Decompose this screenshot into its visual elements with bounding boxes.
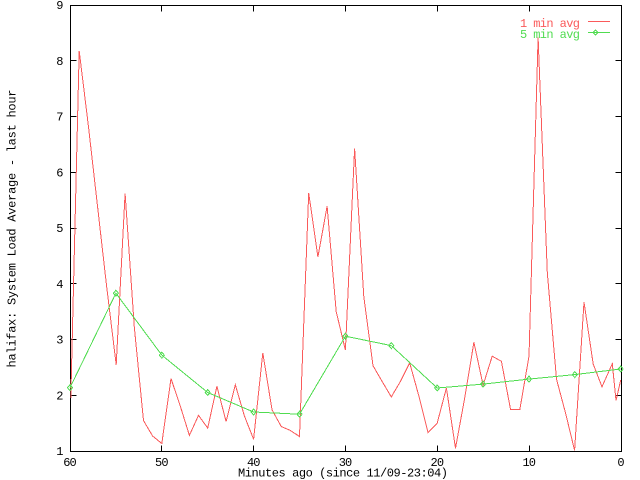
svg-text:1 min avg: 1 min avg [520, 17, 580, 31]
svg-text:5 min avg: 5 min avg [520, 28, 580, 42]
svg-text:20: 20 [431, 456, 445, 470]
svg-text:9: 9 [56, 0, 63, 13]
svg-text:1: 1 [56, 445, 63, 459]
svg-text:0: 0 [617, 456, 624, 470]
svg-text:4: 4 [56, 278, 63, 292]
svg-text:8: 8 [56, 55, 63, 69]
svg-text:50: 50 [155, 456, 169, 470]
svg-text:10: 10 [522, 456, 536, 470]
svg-text:7: 7 [56, 111, 63, 125]
svg-text:40: 40 [247, 456, 261, 470]
svg-text:Minutes ago (since 11/09-23:04: Minutes ago (since 11/09-23:04) [238, 467, 448, 480]
svg-text:2: 2 [56, 389, 63, 403]
svg-text:5: 5 [56, 222, 63, 236]
svg-text:60: 60 [63, 456, 77, 470]
svg-text:halifax: System Load Average -: halifax: System Load Average - last hour [6, 90, 20, 368]
svg-text:3: 3 [56, 334, 63, 348]
svg-text:6: 6 [56, 166, 63, 180]
svg-text:30: 30 [339, 456, 353, 470]
